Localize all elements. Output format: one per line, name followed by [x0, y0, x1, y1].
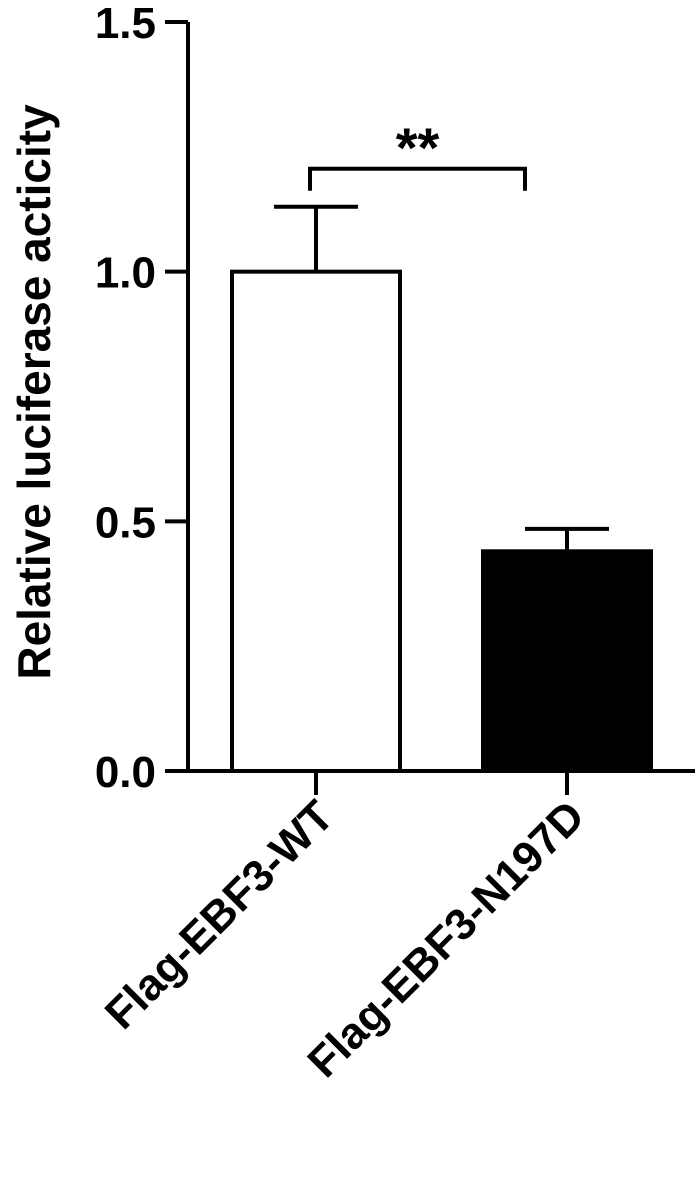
y-tick-label: 1.5 — [95, 0, 156, 48]
significance-bracket — [308, 166, 527, 191]
x-tick-label: Flag-EBF3-WT — [96, 791, 343, 1038]
bar — [481, 549, 653, 773]
bar — [230, 269, 402, 773]
y-tick-label: 0.5 — [95, 498, 156, 547]
y-tick-label: 1.0 — [95, 249, 156, 298]
x-tick-label: Flag-EBF3-N197D — [298, 791, 594, 1087]
significance-label: ** — [396, 116, 440, 179]
y-tick-label: 0.0 — [95, 748, 156, 797]
y-axis-label: Relative luciferase acticity — [8, 104, 60, 680]
